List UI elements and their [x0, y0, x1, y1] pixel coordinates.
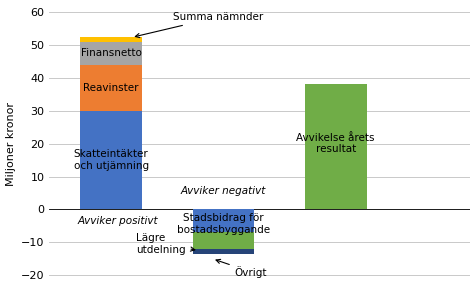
Text: Reavinster: Reavinster — [83, 83, 139, 93]
Bar — [80, 111, 142, 209]
Y-axis label: Miljoner kronor: Miljoner kronor — [6, 102, 16, 186]
Bar — [80, 42, 142, 65]
Bar — [193, 209, 254, 232]
Text: Lägre
utdelning: Lägre utdelning — [136, 233, 195, 255]
Bar — [193, 249, 254, 254]
Bar — [193, 232, 254, 249]
Text: Stadsbidrag för
bostadsbyggande: Stadsbidrag för bostadsbyggande — [177, 213, 270, 235]
Text: Finansnetto: Finansnetto — [81, 48, 142, 58]
Text: Avvikelse årets
resultat: Avvikelse årets resultat — [297, 133, 375, 154]
Bar — [80, 37, 142, 42]
Text: Avviker negativt: Avviker negativt — [181, 186, 266, 196]
Text: Skatteintäkter
och utjämning: Skatteintäkter och utjämning — [74, 149, 149, 171]
Text: Avviker positivt: Avviker positivt — [78, 216, 158, 226]
Bar — [305, 84, 367, 209]
Bar — [80, 65, 142, 111]
Text: Summa nämnder: Summa nämnder — [135, 12, 263, 38]
Text: Övrigt: Övrigt — [216, 259, 267, 278]
